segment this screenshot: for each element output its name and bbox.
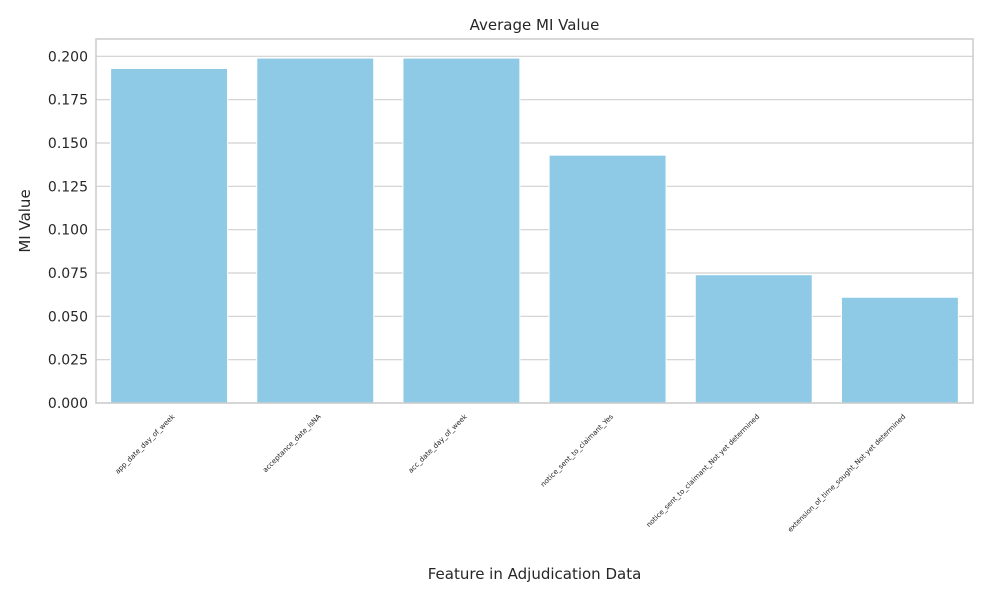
y-tick-label: 0.200 (48, 49, 88, 65)
y-tick-labels: 0.000 0.025 0.050 0.075 0.100 0.125 0.150 0.175… (48, 49, 88, 412)
y-tick-label: 0.075 (48, 266, 88, 282)
x-tick-labels: app_date_day_of_week acceptance_date_isNA… (114, 412, 908, 534)
x-tick-label: acceptance_date_isNA (261, 413, 323, 475)
y-axis-label: MI Value (16, 189, 34, 252)
x-axis-label: Feature in Adjudication Data (428, 565, 642, 583)
plot-frame (95, 38, 974, 404)
bar-5 (840, 296, 959, 404)
gridlines (96, 55, 973, 404)
chart-title: Average MI Value (470, 16, 600, 34)
y-tick-label: 0.175 (48, 93, 88, 109)
y-tick-label: 0.025 (48, 353, 88, 369)
bar-2 (402, 57, 521, 404)
x-tick-label: notice_sent_to_claimant_Not yet determin… (645, 413, 761, 529)
x-tick-label: app_date_day_of_week (114, 412, 178, 476)
bars (110, 57, 959, 404)
bar-4 (694, 274, 813, 404)
y-tick-label: 0.125 (48, 179, 88, 195)
y-tick-label: 0.100 (48, 223, 88, 239)
y-tick-label: 0.150 (48, 136, 88, 152)
x-tick-label: extension_of_time_sought_Not yet determi… (786, 413, 907, 534)
bar-1 (256, 57, 375, 404)
y-tick-label: 0.000 (48, 396, 88, 412)
bar-0 (110, 67, 229, 404)
y-tick-label: 0.050 (48, 309, 88, 325)
bar-3 (548, 154, 667, 404)
x-tick-label: acc_date_day_of_week (407, 412, 470, 475)
x-tick-label: notice_sent_to_claimant_Yes (539, 413, 615, 489)
